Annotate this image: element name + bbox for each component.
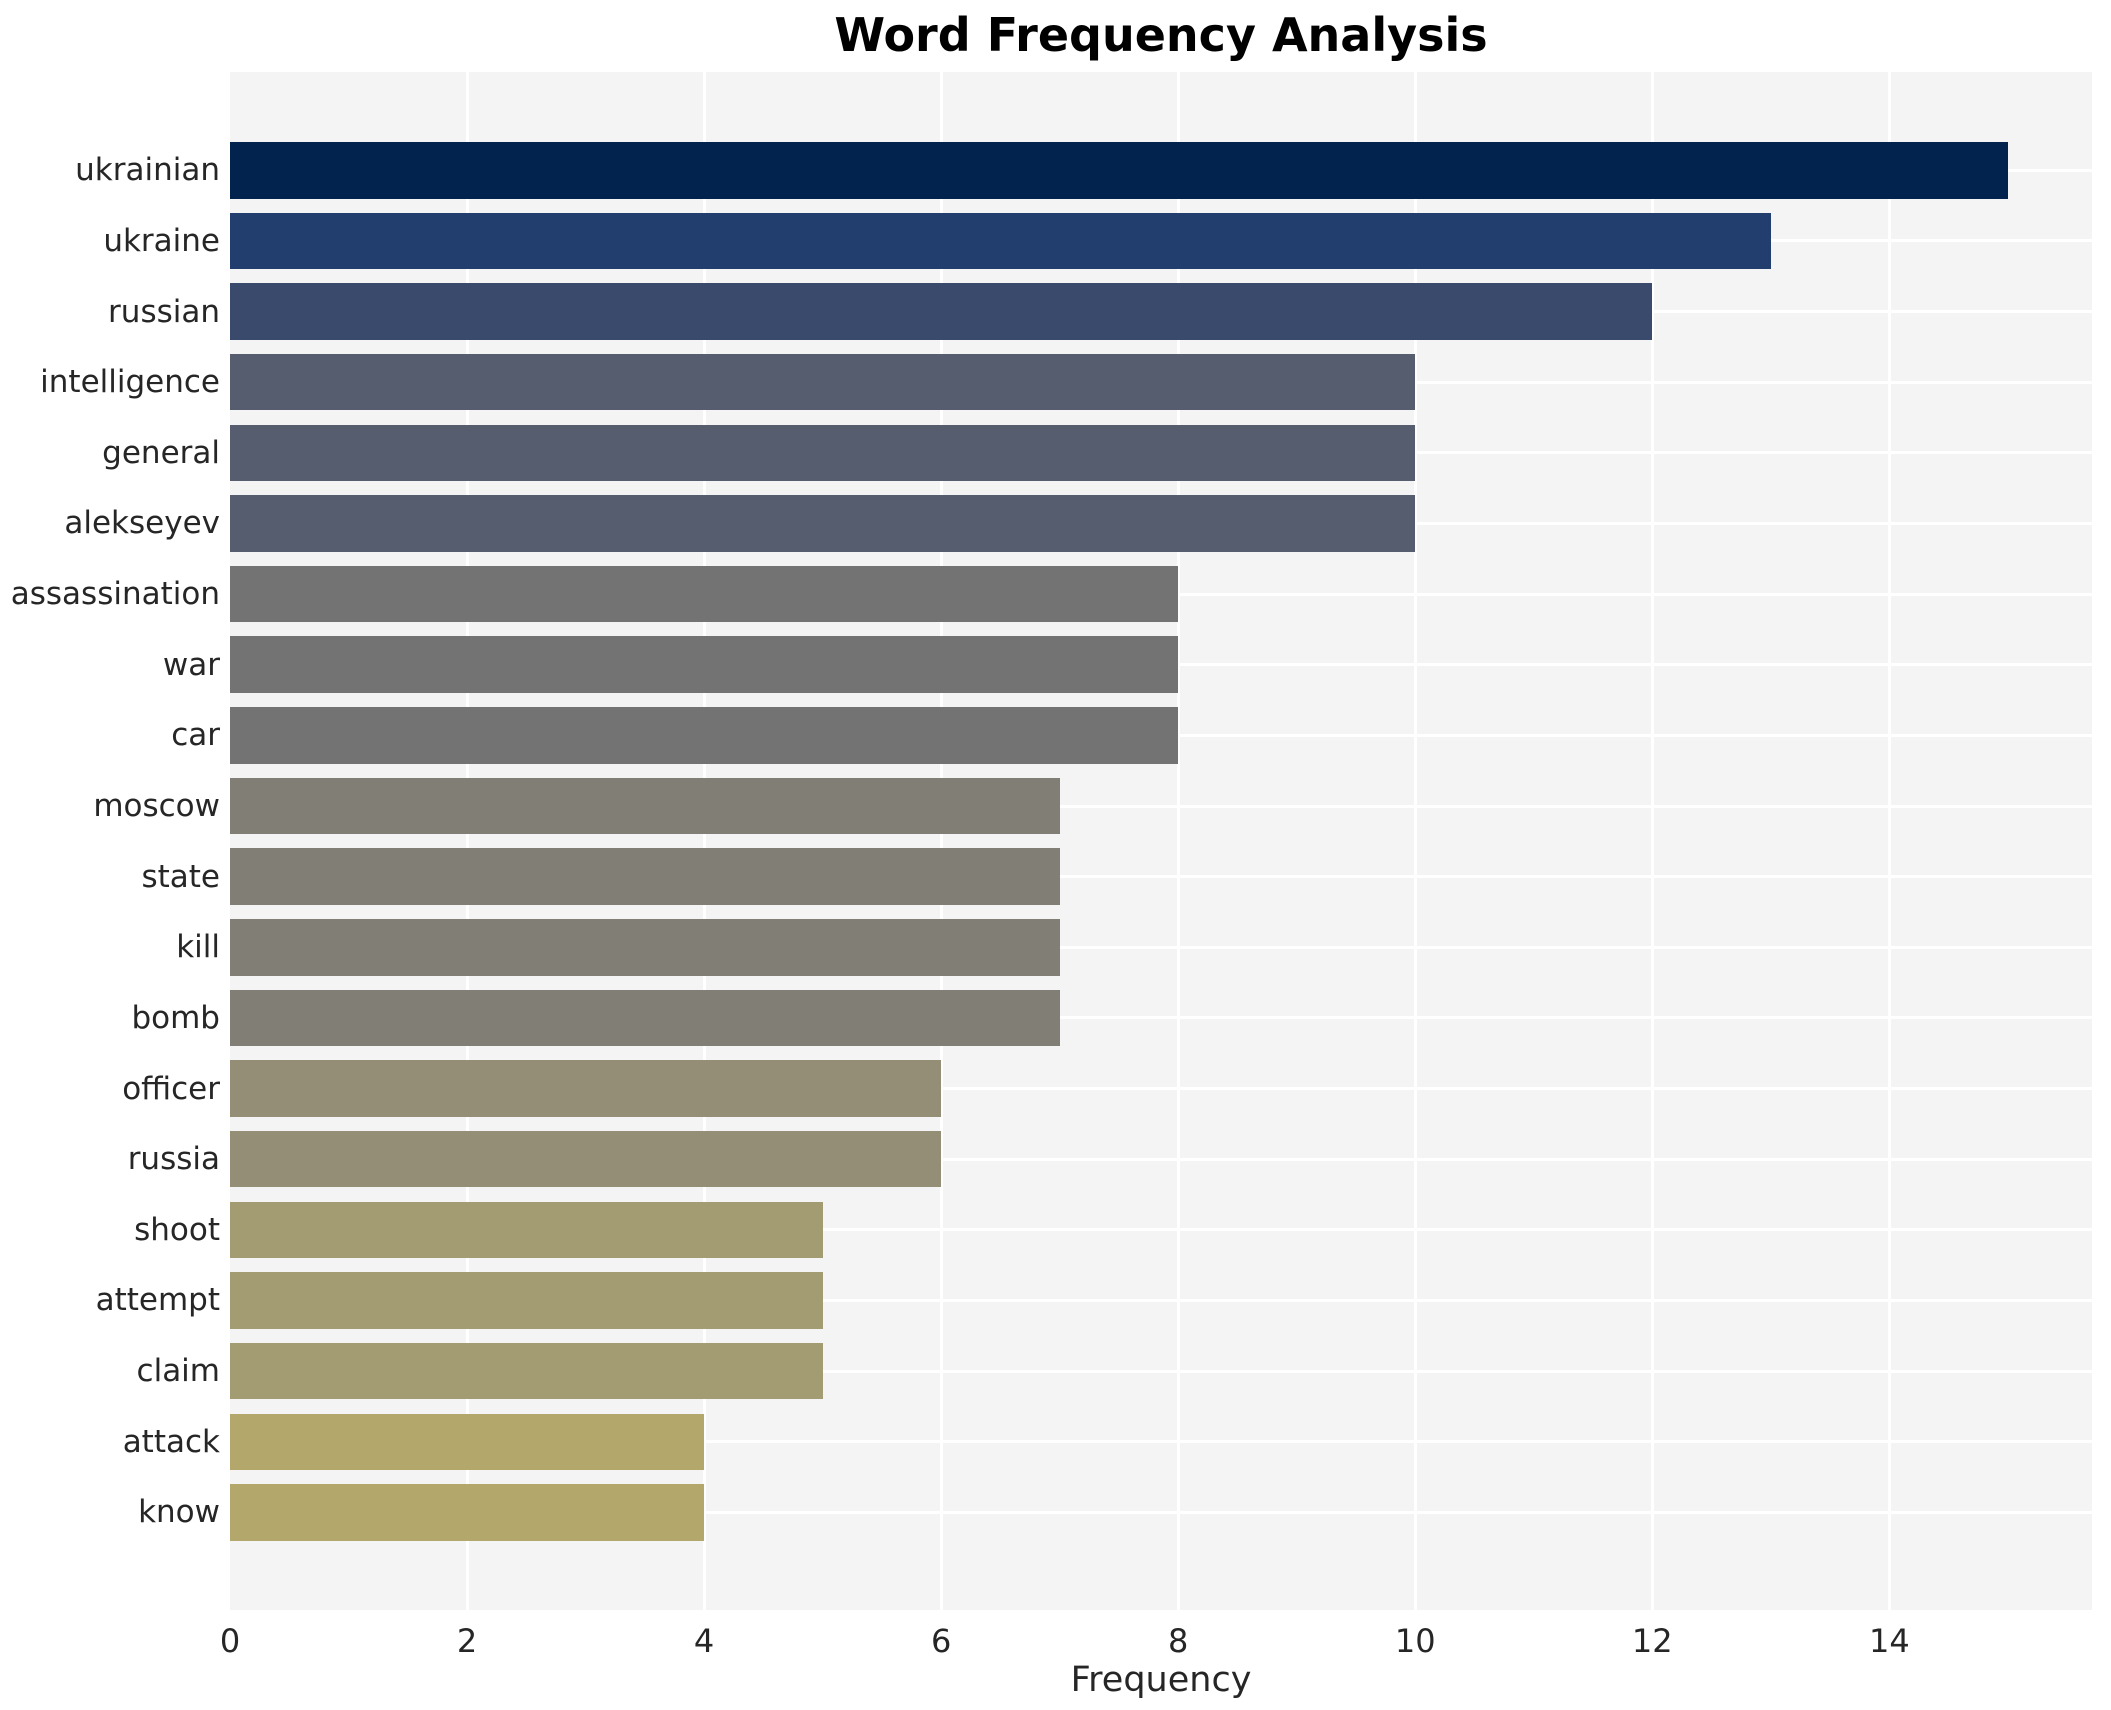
gridline-horizontal xyxy=(230,804,2092,808)
bar-attack xyxy=(230,1413,705,1471)
y-label-russian: russian xyxy=(108,293,220,330)
bar-car xyxy=(230,707,1179,764)
y-label-ukraine: ukraine xyxy=(103,222,220,259)
bar-alekseyev xyxy=(230,495,1416,552)
y-label-ukrainian: ukrainian xyxy=(75,152,220,189)
bar-know xyxy=(230,1484,705,1541)
y-label-intelligence: intelligence xyxy=(40,364,220,401)
y-label-state: state xyxy=(141,858,220,895)
bar-russian xyxy=(230,283,1653,340)
y-label-claim: claim xyxy=(136,1353,220,1390)
gridline-horizontal xyxy=(230,1016,2092,1020)
gridline-x-6 xyxy=(939,72,943,1610)
bar-general xyxy=(230,424,1416,482)
y-label-kill: kill xyxy=(176,929,220,966)
y-label-russia: russia xyxy=(127,1141,220,1178)
y-label-war: war xyxy=(162,646,220,683)
x-axis-title: Frequency xyxy=(1070,1660,1252,1700)
y-label-know: know xyxy=(138,1494,220,1531)
bar-officer xyxy=(230,1060,942,1117)
gridline-x-2 xyxy=(465,72,469,1610)
bar-moscow xyxy=(230,777,1060,835)
y-label-bomb: bomb xyxy=(131,999,220,1036)
bar-bomb xyxy=(230,989,1060,1047)
y-label-car: car xyxy=(171,717,220,754)
gridline-horizontal xyxy=(230,1298,2092,1302)
y-label-officer: officer xyxy=(122,1070,220,1107)
gridline-horizontal xyxy=(230,1157,2092,1161)
bar-war xyxy=(230,636,1179,693)
y-label-attack: attack xyxy=(122,1423,220,1460)
gridline-x-8 xyxy=(1176,72,1180,1610)
bar-ukrainian xyxy=(230,142,2008,199)
bar-claim xyxy=(230,1342,823,1400)
plot-area xyxy=(230,72,2092,1610)
y-label-general: general xyxy=(102,434,220,471)
gridline-horizontal xyxy=(230,1510,2092,1514)
gridline-horizontal xyxy=(230,1228,2092,1232)
gridline-horizontal xyxy=(230,1440,2092,1444)
y-label-moscow: moscow xyxy=(93,788,220,824)
chart-title: Word Frequency Analysis xyxy=(834,8,1488,62)
gridline-x-4 xyxy=(702,72,706,1610)
bar-assassination xyxy=(230,565,1179,623)
y-label-alekseyev: alekseyev xyxy=(64,505,220,542)
bar-kill xyxy=(230,919,1060,976)
y-label-attempt: attempt xyxy=(95,1282,220,1319)
y-label-assassination: assassination xyxy=(10,576,220,613)
gridline-horizontal xyxy=(230,875,2092,879)
bar-state xyxy=(230,848,1060,905)
x-tick-4: 4 xyxy=(693,1622,715,1660)
gridline-x-10 xyxy=(1413,72,1417,1610)
x-tick-14: 14 xyxy=(1868,1622,1910,1660)
y-label-shoot: shoot xyxy=(134,1211,220,1248)
bar-shoot xyxy=(230,1201,823,1259)
gridline-horizontal xyxy=(230,1369,2092,1373)
x-tick-2: 2 xyxy=(456,1622,478,1660)
bar-russia xyxy=(230,1130,942,1188)
x-tick-0: 0 xyxy=(219,1622,241,1660)
gridline-x-12 xyxy=(1650,72,1654,1610)
bar-attempt xyxy=(230,1272,823,1329)
bar-intelligence xyxy=(230,353,1416,411)
x-tick-6: 6 xyxy=(930,1622,952,1660)
x-tick-10: 10 xyxy=(1394,1622,1436,1660)
gridline-horizontal xyxy=(230,945,2092,949)
bar-ukraine xyxy=(230,212,1771,270)
gridline-horizontal xyxy=(230,1087,2092,1091)
gridline-x-14 xyxy=(1887,72,1891,1610)
x-tick-12: 12 xyxy=(1631,1622,1673,1660)
x-tick-8: 8 xyxy=(1167,1622,1189,1660)
